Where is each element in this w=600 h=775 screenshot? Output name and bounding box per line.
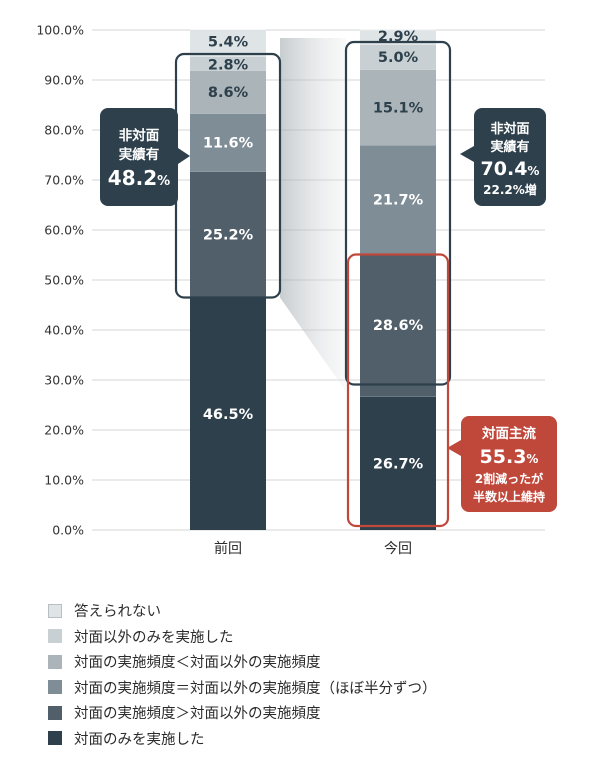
y-tick-label: 0.0% (52, 523, 84, 538)
legend-swatch (48, 654, 62, 669)
bar-segment (360, 145, 436, 254)
data-label: 21.7% (373, 192, 424, 208)
callout-box (100, 108, 178, 206)
bar-segment (190, 56, 266, 71)
stacked-bar-chart: 0.0% 10.0% 20.0% 30.0% 40.0% 50.0% 60.0% 70.0% 8… (36, 23, 557, 557)
bar-segment (190, 113, 266, 172)
bar-segment (360, 44, 436, 70)
y-tick-label: 20.0% (44, 423, 84, 438)
y-tick-label: 60.0% (44, 223, 84, 238)
legend-item: 対面のみを実施した (48, 726, 437, 752)
y-tick-label: 30.0% (44, 373, 84, 388)
y-tick-label: 100.0% (36, 23, 84, 38)
y-tick-label: 10.0% (44, 473, 84, 488)
highlight-box-face (346, 253, 450, 528)
bar-segment (190, 29, 266, 57)
legend-label: 対面の実施頻度＜対面以外の実施頻度 (74, 655, 321, 672)
legend-swatch (48, 603, 62, 618)
legend-item: 対面の実施頻度＜対面以外の実施頻度 (48, 649, 437, 675)
legend-label: 対面の実施頻度＝対面以外の実施頻度（ほぼ半分ずつ） (74, 680, 437, 697)
callout-pointer (447, 440, 461, 456)
bar-segment (360, 396, 436, 530)
legend-swatch (48, 629, 62, 644)
bar-segment (190, 171, 266, 298)
bar-segment (360, 253, 436, 397)
data-label: 2.8% (208, 58, 249, 74)
callout-pointer (460, 146, 474, 162)
x-category-label: 今回 (384, 541, 412, 557)
callout-subtext: 2割減ったが (475, 471, 543, 486)
legend-label: 対面のみを実施した (74, 731, 205, 748)
legend-label: 対面の実施頻度＞対面以外の実施頻度 (74, 706, 321, 723)
highlight-box-now (344, 40, 452, 386)
x-category-label: 前回 (214, 540, 242, 557)
legend-swatch (48, 705, 62, 720)
data-label: 28.6% (373, 318, 424, 334)
y-tick-label: 40.0% (44, 323, 84, 338)
callout-box (474, 108, 546, 206)
data-label: 46.5% (203, 407, 254, 423)
bar-segment (190, 297, 266, 530)
legend-item: 対面の実施頻度＞対面以外の実施頻度 (48, 700, 437, 726)
data-label: 25.2% (203, 228, 254, 244)
callout-text: 実績有 (119, 146, 160, 163)
y-tick-label: 90.0% (44, 73, 84, 88)
legend-item: 答えられない (48, 598, 437, 624)
legend-label: 対面以外のみを実施した (74, 629, 234, 646)
callout-text: 実績有 (490, 139, 529, 155)
legend-swatch (48, 680, 62, 695)
legend-label: 答えられない (74, 604, 161, 621)
bar-segment (360, 69, 436, 145)
bar-segment (360, 30, 436, 45)
callout-value: 48.2% (108, 166, 170, 190)
data-label: 11.6% (203, 136, 254, 152)
callout-text: 非対面 (119, 127, 160, 144)
legend: 答えられない 対面以外のみを実施した 対面の実施頻度＜対面以外の実施頻度 対面の実施頻… (48, 598, 437, 751)
callout-box (461, 416, 557, 512)
zoom-connector (280, 38, 346, 392)
bar-segment (190, 70, 266, 114)
callout-text: 非対面 (490, 121, 529, 137)
callout-value: 55.3% (480, 446, 539, 468)
callout-subtext: 半数以上維持 (473, 489, 545, 504)
legend-swatch (48, 731, 62, 746)
data-label: 5.4% (208, 35, 249, 51)
legend-item: 対面以外のみを実施した (48, 624, 437, 650)
data-label: 8.6% (208, 85, 249, 101)
data-label: 5.0% (378, 50, 419, 66)
data-label: 15.1% (373, 100, 424, 116)
y-tick-label: 70.0% (44, 173, 84, 188)
callout-text: 対面主流 (481, 425, 536, 442)
callout-value: 70.4% (481, 158, 540, 180)
callout-pointer (178, 148, 190, 164)
legend-item: 対面の実施頻度＝対面以外の実施頻度（ほぼ半分ずつ） (48, 675, 437, 701)
y-tick-label: 50.0% (44, 273, 84, 288)
y-tick-label: 80.0% (44, 123, 84, 138)
data-label: 26.7% (373, 456, 424, 472)
callout-subtext: 22.2%増 (483, 182, 537, 197)
